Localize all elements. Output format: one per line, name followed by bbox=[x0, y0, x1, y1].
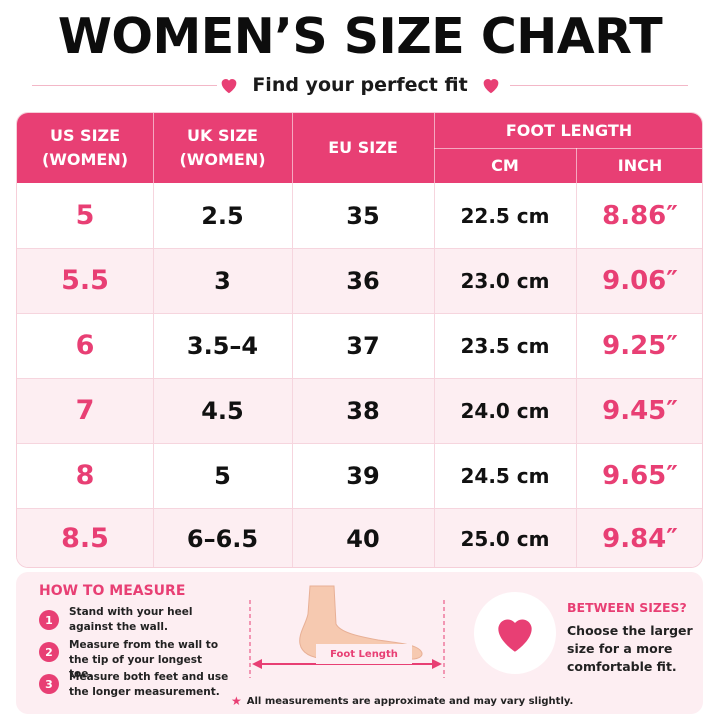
cell-eu-size: 37 bbox=[346, 331, 380, 360]
cell-us-size: 6 bbox=[75, 330, 95, 361]
cell-uk-size: 6–6.5 bbox=[186, 524, 259, 553]
foot-icon bbox=[299, 585, 423, 661]
cell-eu-size: 36 bbox=[346, 266, 380, 295]
cell-us-size: 5 bbox=[75, 200, 95, 231]
header-eu-size: EU SIZE bbox=[328, 138, 398, 157]
table-row: 6 3.5–4 37 23.5 cm 9.25″ bbox=[17, 313, 702, 378]
subtitle: Find your perfect fit bbox=[252, 74, 468, 96]
page-title: WOMEN’S SIZE CHART bbox=[57, 8, 663, 65]
header-inch: INCH bbox=[617, 155, 663, 175]
cell-inch: 9.65″ bbox=[602, 460, 678, 491]
between-sizes-text: Choose the larger size for a more comfor… bbox=[567, 623, 693, 675]
cell-inch: 8.86″ bbox=[602, 200, 678, 231]
footer-panel: HOW TO MEASURE 1 Stand with your heel ag… bbox=[16, 572, 703, 714]
divider-left bbox=[32, 85, 217, 86]
step-number: 1 bbox=[39, 610, 59, 630]
size-table: US SIZE (WOMEN) UK SIZE (WOMEN) EU SIZE … bbox=[16, 112, 703, 568]
step-number: 2 bbox=[39, 642, 59, 662]
cell-cm: 25.0 cm bbox=[460, 526, 550, 551]
cell-uk-size: 4.5 bbox=[201, 396, 244, 425]
table-row: 8 5 39 24.5 cm 9.65″ bbox=[17, 443, 702, 508]
cell-inch: 9.45″ bbox=[602, 395, 678, 426]
subtitle-row: Find your perfect fit bbox=[0, 70, 720, 100]
step-text: Measure from the wall to the tip of your… bbox=[69, 639, 219, 681]
cell-cm: 24.0 cm bbox=[460, 398, 550, 423]
how-to-measure-title: HOW TO MEASURE bbox=[39, 583, 186, 599]
cell-cm: 23.5 cm bbox=[460, 333, 550, 358]
header-cm: CM bbox=[491, 155, 519, 175]
step-text: Stand with your heel against the wall. bbox=[69, 606, 193, 633]
disclaimer-note: ★ All measurements are approximate and m… bbox=[231, 694, 573, 708]
heart-icon bbox=[498, 619, 532, 652]
cell-us-size: 7 bbox=[75, 395, 95, 426]
header-us-size: US SIZE (WOMEN) bbox=[41, 126, 129, 169]
cell-cm: 22.5 cm bbox=[460, 203, 550, 228]
step-number: 3 bbox=[39, 674, 59, 694]
cell-inch: 9.25″ bbox=[602, 330, 678, 361]
cell-cm: 23.0 cm bbox=[460, 268, 550, 293]
table-row: 7 4.5 38 24.0 cm 9.45″ bbox=[17, 378, 702, 443]
header-foot-length: FOOT LENGTH bbox=[505, 120, 633, 140]
cell-cm: 24.5 cm bbox=[460, 463, 550, 488]
cell-inch: 9.06″ bbox=[602, 265, 678, 296]
cell-uk-size: 2.5 bbox=[201, 201, 244, 230]
table-header: US SIZE (WOMEN) UK SIZE (WOMEN) EU SIZE … bbox=[17, 113, 702, 183]
table-row: 8.5 6–6.5 40 25.0 cm 9.84″ bbox=[17, 508, 702, 567]
cell-us-size: 5.5 bbox=[61, 265, 109, 296]
cell-us-size: 8 bbox=[75, 460, 95, 491]
heart-icon bbox=[218, 74, 240, 96]
table-row: 5 2.5 35 22.5 cm 8.86″ bbox=[17, 183, 702, 248]
star-icon: ★ bbox=[231, 694, 242, 708]
heart-badge bbox=[474, 592, 556, 674]
cell-eu-size: 40 bbox=[346, 524, 380, 553]
foot-diagram bbox=[249, 585, 445, 678]
divider-right bbox=[510, 85, 688, 86]
foot-length-label: Foot Length bbox=[316, 644, 412, 664]
cell-eu-size: 39 bbox=[346, 461, 380, 490]
cell-inch: 9.84″ bbox=[602, 523, 678, 554]
heart-icon bbox=[480, 74, 502, 96]
cell-eu-size: 35 bbox=[346, 201, 380, 230]
cell-eu-size: 38 bbox=[346, 396, 380, 425]
note-text: All measurements are approximate and may… bbox=[246, 695, 574, 707]
cell-us-size: 8.5 bbox=[61, 523, 109, 554]
table-row: 5.5 3 36 23.0 cm 9.06″ bbox=[17, 248, 702, 313]
between-sizes-title: BETWEEN SIZES? bbox=[567, 600, 687, 615]
cell-uk-size: 3 bbox=[214, 266, 231, 295]
cell-uk-size: 5 bbox=[214, 461, 231, 490]
cell-uk-size: 3.5–4 bbox=[186, 331, 259, 360]
step-text: Measure both feet and use the longer mea… bbox=[69, 671, 229, 698]
header-uk-size: UK SIZE (WOMEN) bbox=[179, 126, 266, 169]
